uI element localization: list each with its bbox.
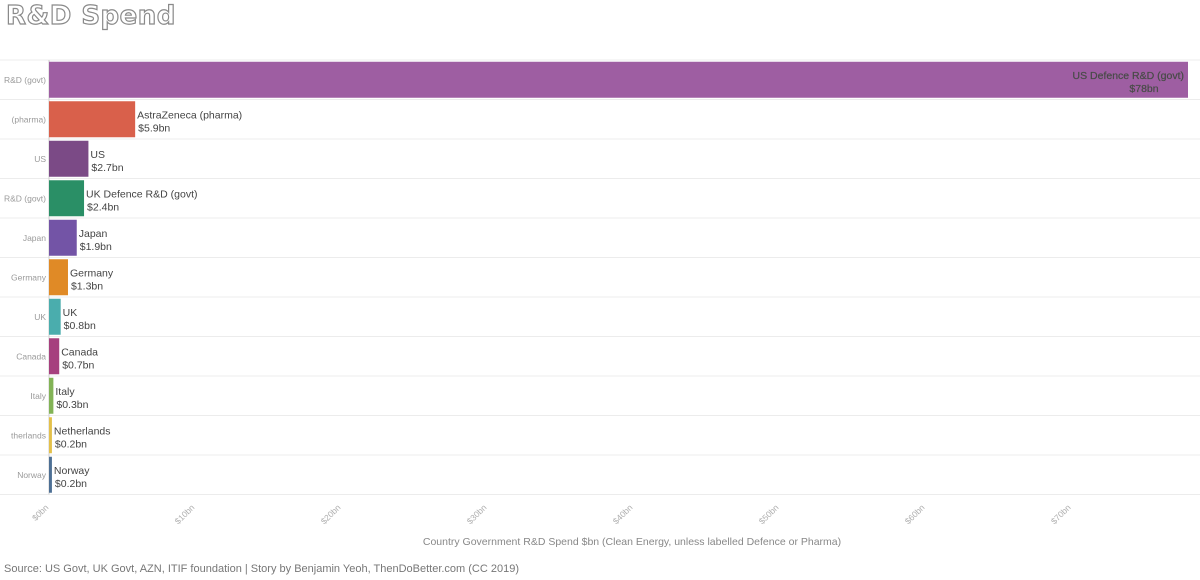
category-label: therlands — [11, 430, 46, 440]
bars — [49, 61, 1188, 493]
category-label: US — [34, 154, 46, 164]
x-tick-label: $50bn — [757, 502, 781, 526]
bar-value-label: $1.9bn — [80, 241, 112, 253]
bar-name-label: Japan — [79, 228, 108, 240]
bar — [49, 140, 89, 177]
category-label: (pharma) — [12, 114, 47, 124]
x-axis-title: Country Government R&D Spend $bn (Clean … — [423, 536, 841, 548]
category-label: Japan — [23, 233, 46, 243]
bar-name-label: Canada — [61, 346, 98, 358]
bar-name-label: Italy — [55, 386, 75, 398]
bar-value-label: $0.2bn — [55, 438, 87, 450]
bar — [49, 456, 52, 493]
category-label: Canada — [16, 351, 46, 361]
x-tick-label: $0bn — [30, 502, 51, 523]
bar — [49, 377, 54, 414]
bar-value-label: $1.3bn — [71, 280, 103, 292]
bar-chart: R&D (govt) (pharma) US R&D (govt) Japan Germa… — [0, 59, 1200, 548]
source-note: Source: US Govt, UK Govt, AZN, ITIF foun… — [4, 563, 520, 575]
x-tick-label: $60bn — [903, 502, 927, 526]
category-label: UK — [34, 312, 46, 322]
category-label: Germany — [11, 272, 47, 282]
bar-name-label: Germany — [70, 267, 114, 279]
bar — [49, 219, 77, 256]
grid-lines — [0, 59, 1200, 495]
bar-name-label: Norway — [54, 465, 90, 477]
bar-value-label: $0.3bn — [56, 399, 88, 411]
bar-value-label: $0.7bn — [62, 359, 94, 371]
bar-value-label: $2.4bn — [87, 201, 119, 213]
bar-labels: US Defence R&D (govt)$78bn AstraZeneca (p… — [54, 70, 1184, 490]
bar-name-label: UK Defence R&D (govt) — [86, 188, 197, 200]
bar-name-label: UK — [63, 307, 78, 319]
x-tick-label: $30bn — [465, 502, 489, 526]
chart-title: R&D Spend — [5, 0, 176, 31]
x-tick-label: $40bn — [611, 502, 635, 526]
bar — [49, 338, 60, 375]
bar — [49, 417, 52, 454]
category-label: Italy — [30, 391, 46, 401]
bar-value-label: $0.2bn — [55, 478, 87, 490]
bar — [49, 180, 85, 217]
bar — [49, 101, 136, 138]
bar-value-label: $2.7bn — [91, 162, 123, 174]
x-tick-label: $70bn — [1049, 502, 1073, 526]
x-axis-ticks: $0bn $10bn $20bn $30bn $40bn $50bn $60bn $70bn — [30, 502, 1073, 526]
bar-value-label: $5.9bn — [138, 122, 170, 134]
bar-name-label: US Defence R&D (govt) — [1073, 70, 1184, 82]
bar — [49, 298, 61, 335]
category-label: R&D (govt) — [4, 193, 46, 203]
bar — [49, 259, 68, 296]
x-tick-label: $10bn — [173, 502, 197, 526]
bar-name-label: Netherlands — [54, 425, 111, 437]
bar-name-label: US — [90, 149, 105, 161]
x-tick-label: $20bn — [319, 502, 343, 526]
bar — [49, 61, 1188, 98]
category-label: Norway — [17, 470, 47, 480]
bar-value-label: $0.8bn — [64, 320, 96, 332]
category-labels: R&D (govt) (pharma) US R&D (govt) Japan Germa… — [4, 75, 47, 480]
bar-name-label: AstraZeneca (pharma) — [137, 109, 242, 121]
bar-value-label: $78bn — [1129, 83, 1158, 95]
category-label: R&D (govt) — [4, 75, 46, 85]
